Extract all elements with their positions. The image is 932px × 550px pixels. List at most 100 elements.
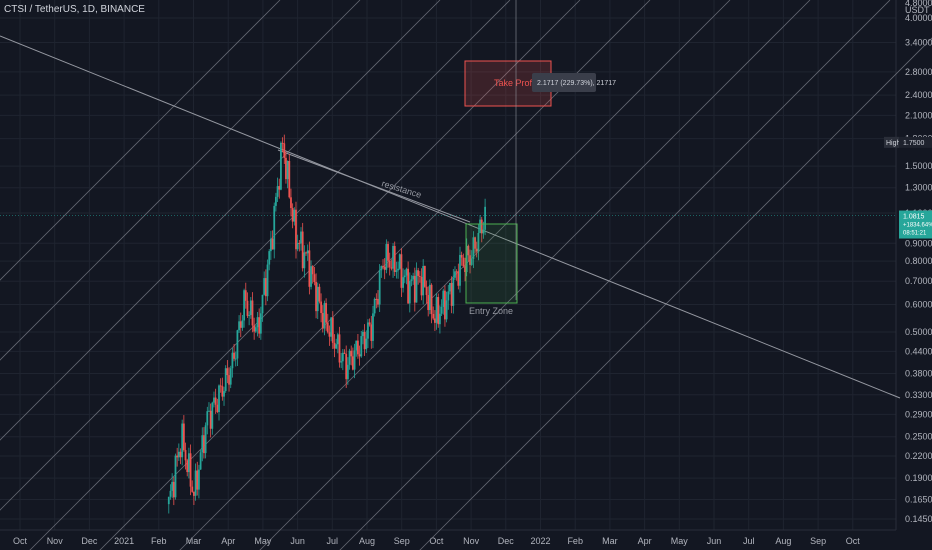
candle-body — [387, 244, 389, 261]
x-tick-label: Sep — [394, 536, 410, 546]
candle-body — [402, 277, 404, 288]
candle-body — [367, 322, 369, 339]
candle-body — [206, 411, 209, 426]
x-tick-label: May — [254, 536, 272, 546]
candle-body — [316, 286, 319, 312]
candle-body — [323, 303, 326, 329]
candle-body — [189, 453, 192, 487]
candle-body — [194, 470, 197, 496]
candle-body — [472, 237, 475, 259]
high-label-text: High — [886, 140, 901, 147]
candle-body — [398, 254, 401, 269]
take-profit-label: Take Profit — [494, 78, 537, 88]
x-tick-label: Mar — [602, 536, 618, 546]
candle-body — [196, 470, 199, 490]
candle-body — [213, 397, 215, 403]
candle-body — [452, 277, 455, 306]
candle-body — [360, 336, 363, 357]
candle-body — [368, 322, 371, 325]
candle-body — [176, 455, 179, 458]
candle-body — [193, 491, 195, 496]
candle-body — [315, 282, 317, 312]
candle-body — [216, 404, 219, 413]
candle-body — [465, 245, 468, 273]
candle-body — [372, 313, 374, 341]
candle-body — [246, 300, 249, 316]
candle-body — [291, 208, 294, 222]
candle-body — [236, 330, 239, 359]
candle-body — [370, 324, 373, 341]
channel-line — [259, 0, 811, 550]
price-badge-timer: 08:51:21 — [903, 231, 927, 237]
y-tick-label: 2.1000 — [905, 110, 932, 120]
channel-line — [0, 0, 361, 361]
candle-body — [283, 143, 286, 158]
candle-body — [328, 332, 331, 337]
channel-line — [179, 0, 731, 550]
candle-body — [341, 352, 344, 362]
y-tick-label: 0.6000 — [905, 300, 932, 310]
candle-body — [400, 254, 403, 288]
candle-body — [298, 242, 301, 244]
x-tick-label: 2021 — [114, 536, 134, 546]
candle-body — [264, 278, 267, 297]
candle-body — [330, 317, 333, 337]
candle-body — [318, 286, 321, 302]
x-tick-label: Oct — [13, 536, 28, 546]
candle-body — [392, 245, 394, 269]
candle-body — [219, 385, 222, 387]
candle-body — [410, 279, 413, 281]
candle-body — [326, 322, 329, 333]
candle-body — [415, 270, 418, 303]
candle-body — [422, 265, 425, 296]
currency-label: USDT — [905, 5, 930, 15]
y-tick-label: 3.4000 — [905, 38, 932, 48]
candle-body — [346, 364, 349, 380]
candle-body — [172, 481, 175, 498]
channel-line — [419, 37, 932, 550]
y-tick-label: 0.5000 — [905, 327, 932, 337]
candle-body — [174, 455, 177, 498]
candle-body — [256, 317, 259, 328]
candle-body — [435, 297, 438, 323]
candle-body — [259, 313, 262, 334]
candle-body — [251, 300, 254, 326]
candle-body — [343, 352, 346, 354]
candle-body — [395, 270, 398, 272]
candle-body — [428, 284, 431, 311]
trend-line — [0, 35, 901, 399]
candle-body — [263, 278, 266, 295]
candle-body — [199, 452, 202, 470]
candle-body — [338, 334, 341, 363]
candle-body — [269, 238, 272, 252]
candle-body — [469, 255, 471, 265]
y-tick-label: 0.7000 — [905, 276, 932, 286]
candle-body — [281, 142, 284, 144]
candle-body — [266, 264, 269, 297]
candle-body — [239, 321, 242, 328]
candle-body — [313, 274, 316, 283]
candle-body — [308, 250, 311, 287]
candle-body — [417, 270, 420, 276]
channel-line — [339, 0, 891, 550]
candle-body — [278, 186, 281, 190]
candle-body — [203, 435, 205, 454]
x-tick-label: Oct — [846, 536, 861, 546]
candle-body — [261, 294, 264, 314]
candle-body — [226, 368, 229, 376]
y-tick-label: 1.3000 — [905, 183, 932, 193]
candle-body — [325, 303, 328, 323]
candle-body — [482, 229, 485, 234]
candle-body — [378, 270, 381, 305]
candle-body — [208, 410, 210, 412]
candle-body — [286, 160, 289, 180]
x-tick-label: 2022 — [530, 536, 550, 546]
candle-body — [475, 248, 478, 252]
candle-body — [335, 344, 338, 349]
candle-body — [447, 291, 450, 301]
channel-line — [0, 0, 511, 511]
candle-body — [296, 242, 299, 250]
channel-line — [0, 0, 281, 281]
